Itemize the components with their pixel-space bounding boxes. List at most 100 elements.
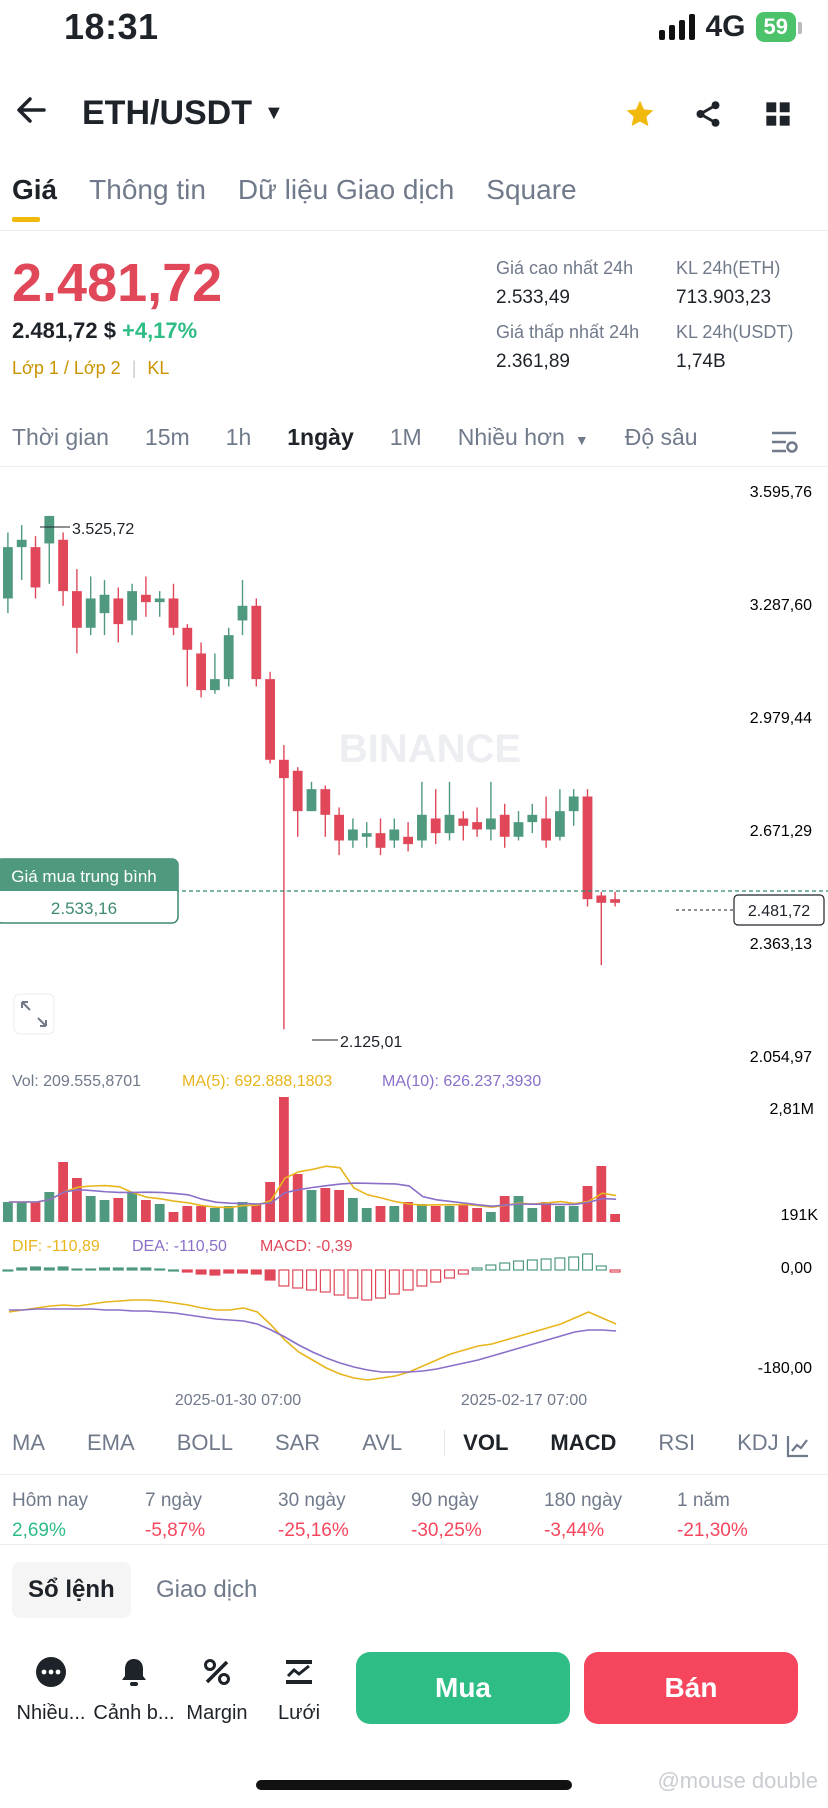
candle-body — [541, 818, 551, 841]
signal-icon — [659, 14, 696, 40]
indicator-settings-icon[interactable] — [780, 1428, 816, 1464]
percent-icon — [176, 1652, 258, 1692]
volume-bar — [499, 1196, 510, 1222]
price-usd-row: 2.481,72 $ +4,17% — [12, 318, 197, 344]
tf-1m[interactable]: 1M — [389, 424, 422, 450]
ind-ema[interactable]: EMA — [87, 1430, 135, 1455]
tf-1day[interactable]: 1ngày — [287, 424, 354, 450]
volume-bar — [472, 1208, 482, 1222]
last-price: 2.481,72 — [12, 253, 223, 313]
macd-bar — [361, 1269, 373, 1301]
back-arrow-icon[interactable] — [14, 92, 48, 137]
candle-body — [472, 822, 482, 830]
tab-trading-data[interactable]: Dữ liệu Giao dịch — [237, 174, 455, 205]
macd-bar — [112, 1267, 124, 1271]
ind-ma[interactable]: MA — [12, 1430, 45, 1455]
bell-icon — [93, 1652, 175, 1692]
share-icon[interactable] — [690, 96, 726, 132]
tab-info[interactable]: Thông tin — [89, 174, 206, 205]
macd-bar — [512, 1260, 524, 1271]
tf-1h[interactable]: 1h — [225, 424, 252, 450]
vol-ma10-line — [8, 1182, 617, 1208]
macd-bar — [540, 1258, 552, 1271]
tf-depth[interactable]: Độ sâu — [624, 424, 698, 450]
tf-15m[interactable]: 15m — [144, 424, 190, 450]
y-label-2: 3.287,60 — [750, 597, 812, 614]
candle-body — [99, 594, 110, 614]
volume-bar — [223, 1206, 234, 1222]
macd-bar — [333, 1269, 345, 1296]
y-label-3: 2.979,44 — [750, 710, 812, 727]
avg-price-label: Giá mua trung bình — [11, 867, 157, 886]
volume-bar — [72, 1178, 82, 1222]
alert-action[interactable]: Cảnh b... — [93, 1652, 175, 1725]
candle-body — [279, 759, 289, 779]
candle-body — [320, 789, 331, 815]
stat-high-value: 2.533,49 — [496, 287, 570, 308]
chevron-down-icon: ▼ — [264, 102, 284, 124]
volume-bar — [430, 1206, 441, 1222]
perf-180d: 180 ngày -3,44% — [544, 1490, 677, 1542]
expand-icon[interactable] — [13, 993, 55, 1035]
ind-avl[interactable]: AVL — [362, 1430, 403, 1455]
tf-more[interactable]: Nhiều hơn ▼ — [458, 424, 589, 451]
macd-bar — [30, 1266, 42, 1271]
ind-sar[interactable]: SAR — [274, 1430, 321, 1455]
candle-body — [237, 605, 248, 621]
margin-action[interactable]: Margin — [176, 1652, 258, 1725]
buy-button[interactable]: Mua — [356, 1652, 570, 1724]
sell-button[interactable]: Bán — [584, 1652, 798, 1724]
macd-bar — [16, 1267, 28, 1271]
tab-price[interactable]: Giá — [12, 174, 57, 222]
macd-bar — [223, 1269, 235, 1274]
grid-icon[interactable] — [760, 96, 796, 132]
star-icon[interactable] — [622, 96, 658, 132]
volume-bar — [237, 1202, 248, 1222]
ind-vol[interactable]: VOL — [463, 1430, 509, 1455]
tab-orderbook[interactable]: Sổ lệnh — [12, 1562, 131, 1618]
volume-bar — [555, 1206, 565, 1222]
candlestick-chart[interactable]: 3.595,76 3.287,60 2.979,44 2.671,29 2.36… — [0, 470, 828, 1410]
candle-body — [348, 829, 358, 841]
tag-row: Lớp 1 / Lớp 2 | KL — [12, 358, 170, 378]
status-time: 18:31 — [64, 6, 159, 47]
tab-trades[interactable]: Giao dịch — [156, 1576, 258, 1603]
ind-macd[interactable]: MACD — [550, 1430, 617, 1455]
tab-square[interactable]: Square — [486, 174, 577, 205]
candle-body — [196, 653, 206, 691]
tf-time[interactable]: Thời gian — [12, 424, 109, 450]
more-label: Nhiều... — [16, 1702, 86, 1724]
volume-bar — [279, 1097, 289, 1222]
pair-title: ETH/USDT — [82, 94, 252, 132]
x-date-2: 2025-02-17 07:00 — [461, 1392, 587, 1409]
candle-body — [513, 822, 524, 837]
grid-action[interactable]: Lưới — [258, 1652, 340, 1725]
candle-body — [527, 814, 538, 823]
perf-value: -3,44% — [544, 1520, 605, 1541]
perf-value: -25,16% — [278, 1520, 349, 1541]
volume-bar — [417, 1204, 427, 1222]
macd-bar — [140, 1267, 152, 1271]
chart-settings-icon[interactable] — [766, 424, 802, 460]
dea-line — [8, 1308, 617, 1373]
stat-high: Giá cao nhất 24h 2.533,49 — [496, 258, 633, 309]
home-indicator[interactable] — [256, 1780, 572, 1790]
ind-boll[interactable]: BOLL — [176, 1430, 233, 1455]
stat-vol-usdt-label: KL 24h(USDT) — [676, 322, 794, 342]
volume-bar — [3, 1202, 13, 1222]
battery-icon: 59 — [755, 12, 803, 42]
volume-bar — [85, 1196, 96, 1222]
candle-body — [85, 598, 96, 628]
high-marker-label: 3.525,72 — [72, 521, 134, 538]
pair-selector[interactable]: ETH/USDT ▼ — [82, 94, 284, 133]
tag-kl[interactable]: KL — [147, 358, 170, 378]
macd-bar — [581, 1253, 593, 1271]
more-action[interactable]: Nhiều... — [10, 1652, 92, 1725]
tag-layer[interactable]: Lớp 1 / Lớp 2 — [12, 358, 121, 378]
macd-dif: DIF: -110,89 — [12, 1238, 100, 1255]
divider — [0, 230, 828, 231]
candle-body — [265, 679, 275, 760]
volume-bar — [568, 1206, 579, 1222]
ind-kdj[interactable]: KDJ — [737, 1430, 779, 1455]
ind-rsi[interactable]: RSI — [658, 1430, 696, 1455]
